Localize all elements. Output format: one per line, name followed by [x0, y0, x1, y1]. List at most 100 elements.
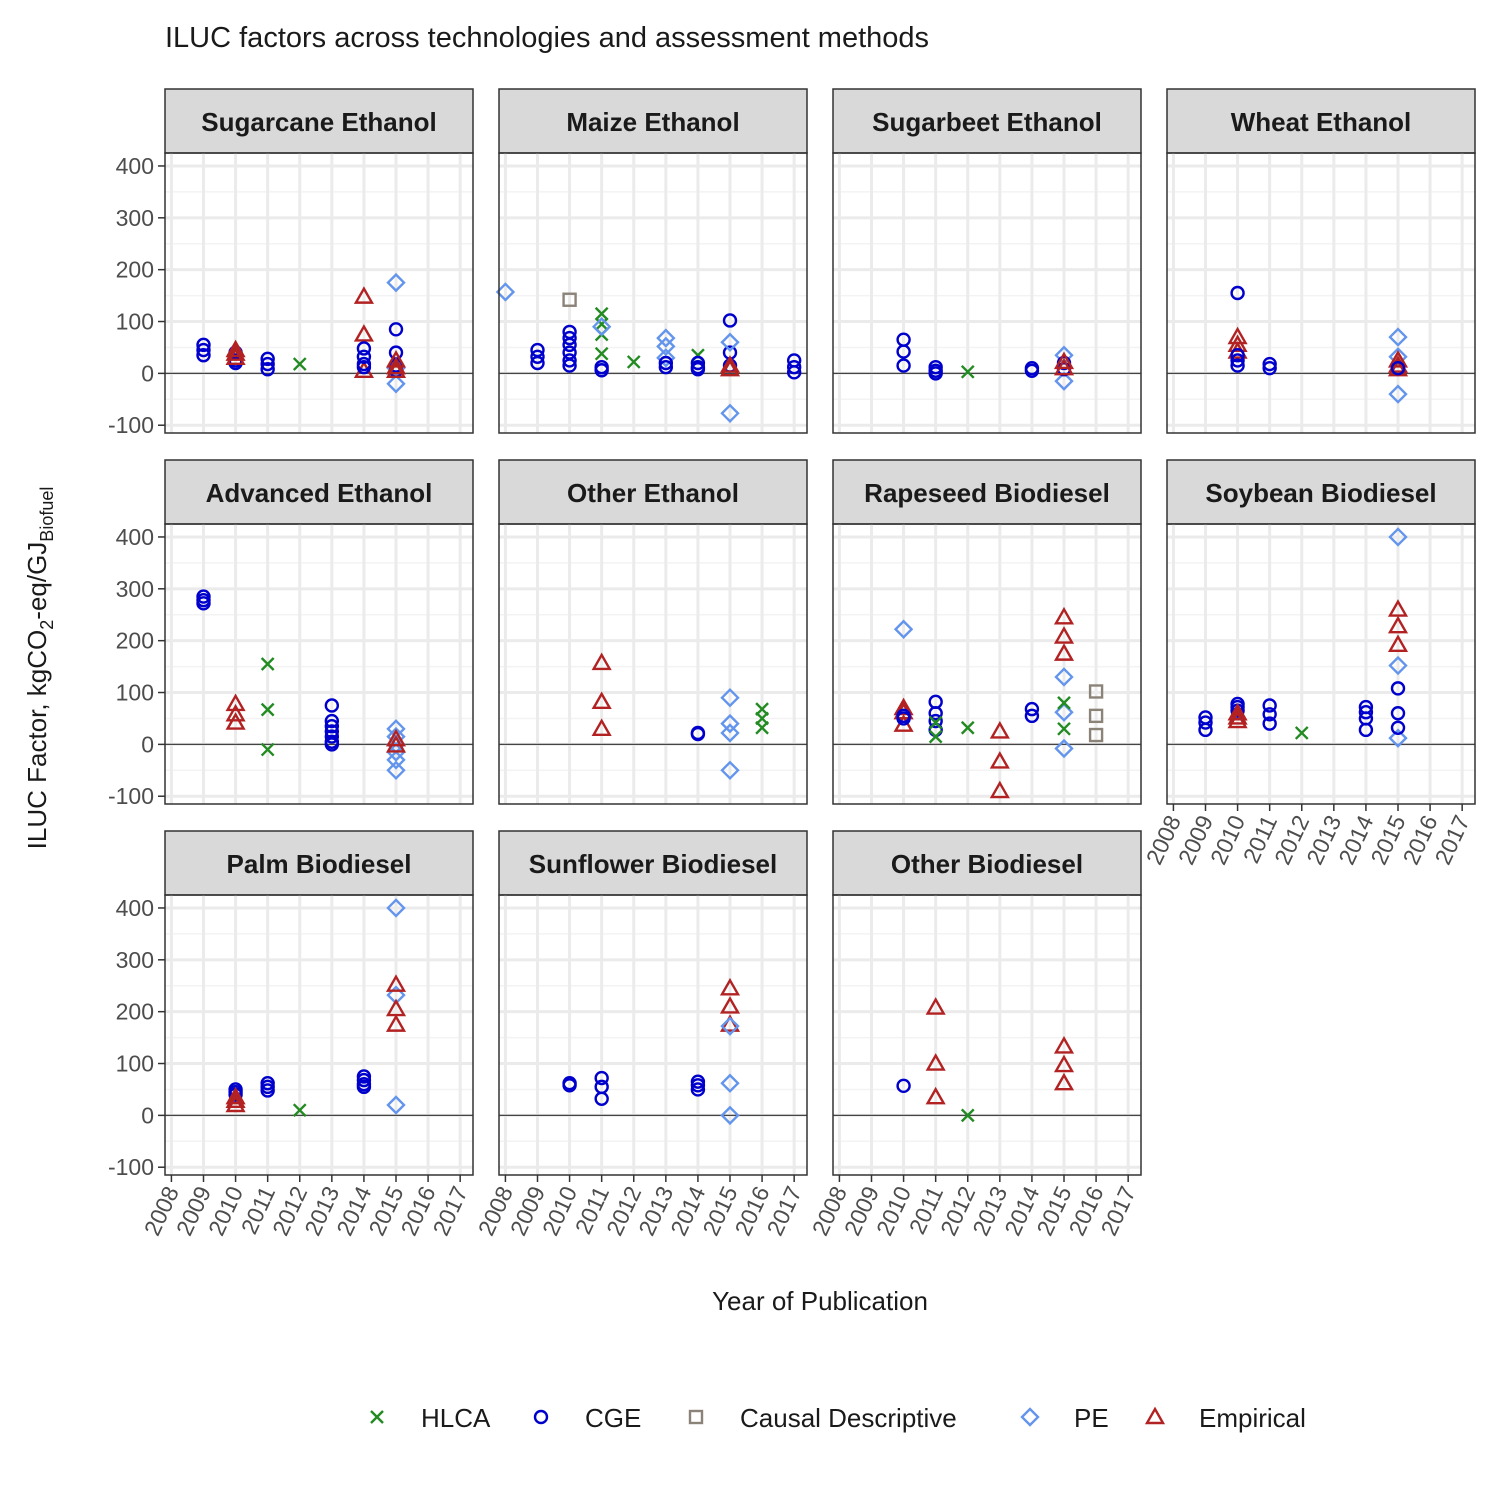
y-tick-label: 300 [116, 947, 154, 973]
point-cge [594, 363, 609, 378]
point-empirical [225, 703, 246, 722]
panel-palm-biodiesel: Palm Biodiesel-1000100200300400200820092… [108, 830, 474, 1239]
point-cge [196, 348, 211, 363]
point-empirical [1053, 1054, 1075, 1073]
panel-title: Other Biodiesel [891, 849, 1083, 879]
legend-item-pe: PE [1020, 1403, 1109, 1433]
point-pe [386, 1095, 406, 1115]
panel-border [164, 523, 474, 805]
point-hlca [260, 742, 275, 757]
point-empirical [719, 358, 741, 377]
y-tick-label: 100 [116, 309, 154, 335]
y-axis-title-main: ILUC Factor, kgCO [22, 630, 52, 850]
point-pe [720, 688, 740, 708]
point-cge [928, 713, 943, 729]
point-pe [720, 1016, 740, 1036]
point-empirical [385, 974, 407, 992]
point-empirical [1227, 710, 1248, 729]
y-tick-label: 300 [116, 205, 154, 231]
panel-title: Maize Ethanol [566, 107, 739, 137]
panel-strip [498, 830, 808, 896]
y-tick-label: 400 [116, 153, 154, 179]
point-cge [690, 355, 706, 371]
point-pe [720, 713, 740, 734]
y-tick-label: -100 [108, 783, 154, 809]
point-empirical [1387, 615, 1409, 634]
point-empirical [225, 1090, 246, 1109]
point-cge [530, 349, 545, 364]
point-cge [896, 711, 911, 726]
point-empirical [353, 286, 374, 304]
point-cge [562, 337, 577, 353]
point-empirical [225, 347, 246, 366]
point-cge [260, 356, 275, 372]
point-pe [720, 760, 740, 780]
legend-item-empirical: Empirical [1144, 1403, 1306, 1433]
point-pe [720, 332, 740, 352]
point-empirical [385, 728, 407, 747]
point-empirical [591, 652, 612, 671]
point-cge [1390, 681, 1406, 696]
point-causal-descriptive [562, 292, 577, 307]
point-pe [656, 348, 676, 368]
point-empirical [1387, 634, 1409, 653]
y-tick-label: 100 [116, 1051, 154, 1077]
legend-item-causal-descriptive: Causal Descriptive [688, 1403, 957, 1433]
point-cge [1390, 720, 1406, 735]
point-cge [356, 359, 372, 375]
point-cge [1230, 358, 1245, 373]
point-cge [324, 719, 340, 734]
point-empirical [1053, 1035, 1075, 1054]
point-cge [786, 359, 802, 375]
point-hlca [960, 1108, 975, 1123]
point-cge [388, 322, 404, 337]
point-pe [893, 619, 914, 639]
panel-strip [1166, 88, 1476, 154]
panel-title: Sugarbeet Ethanol [872, 107, 1102, 137]
point-empirical [1387, 599, 1409, 617]
point-empirical [225, 1086, 246, 1105]
point-cge [1262, 716, 1277, 731]
y-tick-label: 200 [116, 999, 154, 1025]
panel-title: Rapeseed Biodiesel [864, 478, 1110, 508]
legend-label: CGE [585, 1403, 641, 1433]
point-cge [562, 358, 577, 373]
point-cge [324, 729, 340, 744]
panel-strip [164, 88, 474, 154]
point-cge [1230, 348, 1245, 363]
point-empirical [1227, 702, 1248, 721]
point-cge [690, 362, 706, 377]
point-empirical [225, 343, 246, 361]
point-causal-descriptive [1088, 727, 1104, 743]
point-empirical [591, 718, 612, 737]
point-empirical [989, 780, 1010, 799]
panel-other-biodiesel: Other Biodiesel2008200920102011201220132… [807, 830, 1142, 1239]
point-cge [594, 1091, 609, 1106]
point-cge [1024, 708, 1040, 724]
point-empirical [385, 356, 407, 375]
panel-border [164, 152, 474, 434]
point-cge [324, 737, 340, 752]
y-axis-title-sub-biofuel: Biofuel [37, 487, 57, 542]
point-pe [720, 723, 740, 743]
point-hlca [626, 355, 641, 369]
panel-border [164, 894, 474, 1176]
point-hlca [260, 702, 275, 717]
panel-soybean-biodiesel: Soybean Biodiesel20082009201020112012201… [1141, 459, 1476, 868]
panel-strip [498, 459, 808, 525]
point-hlca [1057, 721, 1071, 736]
y-tick-label: 200 [116, 628, 154, 654]
point-empirical [385, 360, 407, 378]
panel-title: Palm Biodiesel [227, 849, 412, 879]
point-cge [1262, 360, 1277, 376]
point-hlca [594, 317, 609, 331]
point-empirical [719, 996, 741, 1014]
point-hlca [260, 657, 275, 671]
panel-title: Wheat Ethanol [1231, 107, 1412, 137]
point-cge [690, 726, 706, 742]
panel-sugarbeet-ethanol: Sugarbeet Ethanol [832, 88, 1142, 434]
point-hlca [594, 306, 609, 321]
point-hlca [1294, 726, 1309, 740]
